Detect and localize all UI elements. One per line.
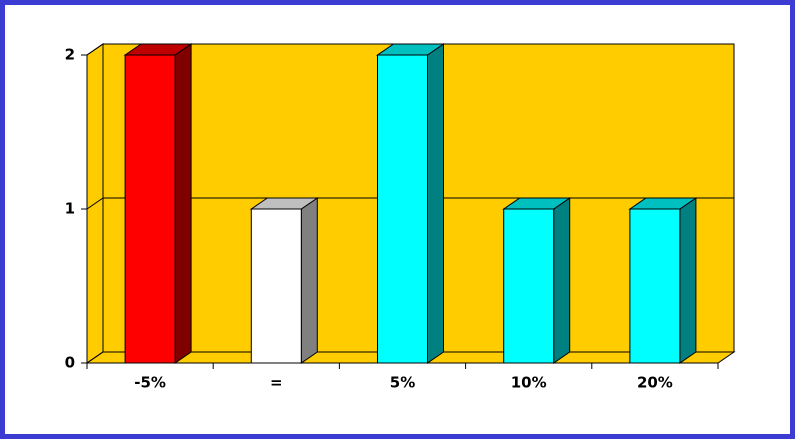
bar-side	[553, 197, 571, 364]
bar	[250, 208, 302, 364]
grid-line	[86, 43, 734, 56]
bar-side	[174, 43, 192, 364]
x-tick-label: =	[270, 374, 283, 392]
x-tick-label: -5%	[134, 374, 166, 392]
bar	[503, 208, 555, 364]
bar	[377, 54, 428, 364]
bar-side	[300, 197, 318, 364]
x-tick-label: 20%	[637, 374, 673, 392]
y-tick-label: 0	[65, 354, 75, 372]
x-tick-label: 10%	[511, 374, 547, 392]
bar-side	[427, 43, 444, 364]
bar	[124, 54, 176, 364]
bar-side	[679, 197, 697, 364]
bar	[629, 208, 681, 364]
y-tick-label: 1	[65, 200, 75, 218]
y-tick-label: 2	[65, 46, 75, 64]
x-tick-label: 5%	[390, 374, 415, 392]
